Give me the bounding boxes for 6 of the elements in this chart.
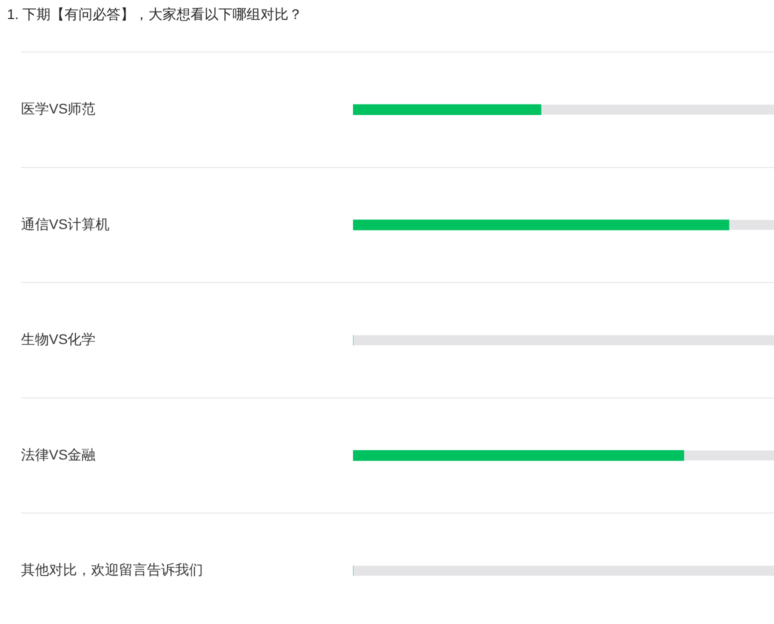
y-tick-label: 医学VS师范 (21, 100, 96, 116)
text: 1. 下期【有问必答】，大家想看以下哪组对比？ (7, 5, 303, 23)
y-tick-label: 其他对比，欢迎留言告诉我们 (21, 562, 203, 578)
y-tick-label: 通信VS计算机 (21, 216, 110, 232)
y-tick-label: 法律VS金融 (21, 446, 96, 462)
y-tick-label: 生物VS化学 (21, 331, 96, 348)
